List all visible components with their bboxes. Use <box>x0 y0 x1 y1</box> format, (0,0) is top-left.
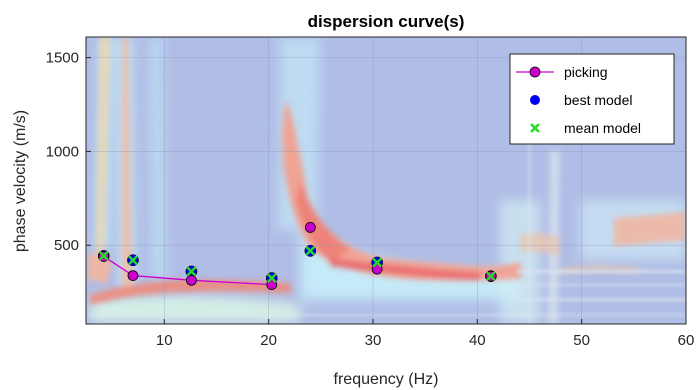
y-tick-label: 1500 <box>46 50 79 67</box>
picking-segment <box>132 274 192 281</box>
series-layer <box>97 221 497 291</box>
x-axis-label: frequency (Hz) <box>334 371 439 388</box>
x-tick-label: 30 <box>365 332 382 349</box>
mean-model-point <box>98 251 109 261</box>
legend-label-picking: picking <box>564 64 608 80</box>
x-tick-labels: 10 20 30 40 50 60 <box>156 332 694 349</box>
mean-model-point <box>305 245 316 256</box>
legend-mean-model-marker <box>530 123 540 133</box>
mean-model-point <box>372 257 382 268</box>
picking-point <box>304 221 316 233</box>
heatmap-energy <box>88 37 686 324</box>
y-tick-label: 500 <box>54 237 79 254</box>
picking-point <box>185 274 197 286</box>
picking-segment <box>191 279 272 286</box>
mean-model-point <box>128 255 138 266</box>
mean-model-point-stroke-b <box>305 245 316 256</box>
mean-model-point <box>186 266 197 277</box>
heatmap-streaks <box>90 60 686 324</box>
mean-model-point <box>266 273 277 283</box>
y-tick-label: 1000 <box>46 143 79 160</box>
x-tick-label: 50 <box>573 332 590 349</box>
legend-mean-model-x-stroke-b <box>530 123 540 133</box>
picking-segment <box>103 255 134 277</box>
legend-best-model-marker <box>530 95 540 105</box>
legend-label-best-model: best model <box>564 92 632 108</box>
y-axis-label: phase velocity (m/s) <box>12 110 29 252</box>
legend: picking best model mean model <box>509 53 675 145</box>
chart-title: dispersion curve(s) <box>308 12 465 31</box>
y-tick-labels: 500 1000 1500 <box>46 50 79 255</box>
mean-model-point-stroke-b <box>186 266 197 277</box>
mean-model-point <box>486 271 496 282</box>
mean-model-point-stroke-b <box>128 255 138 266</box>
mean-model-point-stroke-b <box>372 257 382 268</box>
legend-picking-marker <box>529 66 541 78</box>
x-tick-label: 60 <box>678 332 695 349</box>
mean-model-point-stroke-b <box>266 273 277 283</box>
x-tick-label: 10 <box>156 332 173 349</box>
legend-label-mean-model: mean model <box>564 120 641 136</box>
picking-point <box>127 270 139 282</box>
mean-model-point-stroke-b <box>486 271 496 282</box>
x-tick-label: 40 <box>469 332 486 349</box>
plot-frame <box>85 36 687 325</box>
x-tick-label: 20 <box>260 332 277 349</box>
mean-model-point-stroke-b <box>98 251 109 261</box>
